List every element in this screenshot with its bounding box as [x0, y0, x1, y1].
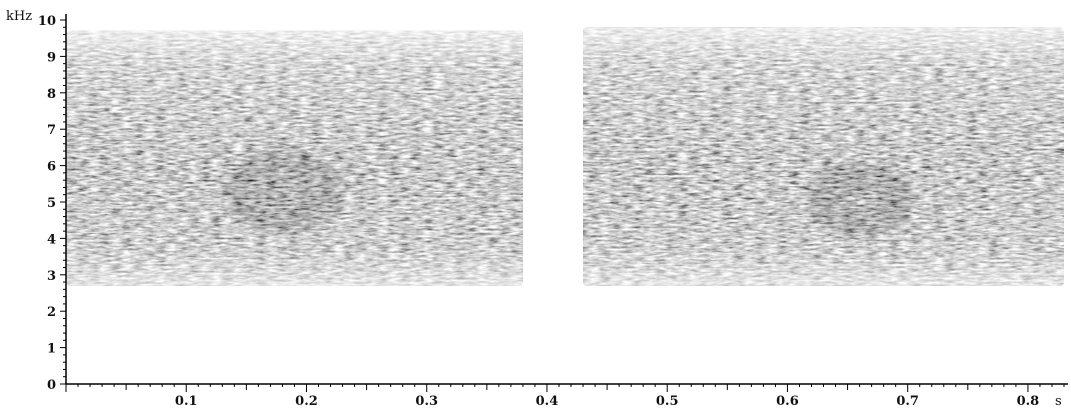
y-tick-label: 9 — [47, 50, 56, 65]
x-unit-label: s — [1055, 394, 1062, 409]
x-tick-label: 0.4 — [536, 394, 559, 409]
plot-area — [66, 27, 1064, 286]
y-tick-label: 2 — [47, 305, 56, 320]
x-tick-label: 0.6 — [776, 394, 799, 409]
y-tick-label: 6 — [47, 160, 56, 175]
y-tick-label: 1 — [47, 342, 56, 357]
x-tick-label: 0.3 — [415, 394, 438, 409]
axes: 0.1 0.2 0.3 0.4 0.5 0.6 0.7 0.8 0 1 2 3 4 5 6 7 8 9 10 — [38, 14, 1068, 409]
y-tick-label: 0 — [47, 378, 56, 393]
y-tick-label: 3 — [47, 269, 56, 284]
y-tick-label: 5 — [47, 196, 56, 211]
signal-segment-2 — [583, 27, 1064, 286]
dense-region-1 — [216, 143, 349, 239]
dense-region-2 — [799, 158, 920, 243]
x-tick-label: 0.2 — [295, 394, 318, 409]
y-tick-label: 7 — [47, 123, 56, 138]
y-tick-label: 10 — [38, 14, 56, 29]
x-tick-label: 0.1 — [175, 394, 198, 409]
x-tick-label: 0.7 — [896, 394, 919, 409]
x-tick-label: 0.8 — [1017, 394, 1040, 409]
y-unit-label: kHz — [6, 9, 32, 24]
y-tick-label: 8 — [47, 87, 56, 102]
y-tick-label: 4 — [47, 232, 56, 247]
x-tick-label: 0.5 — [656, 394, 679, 409]
